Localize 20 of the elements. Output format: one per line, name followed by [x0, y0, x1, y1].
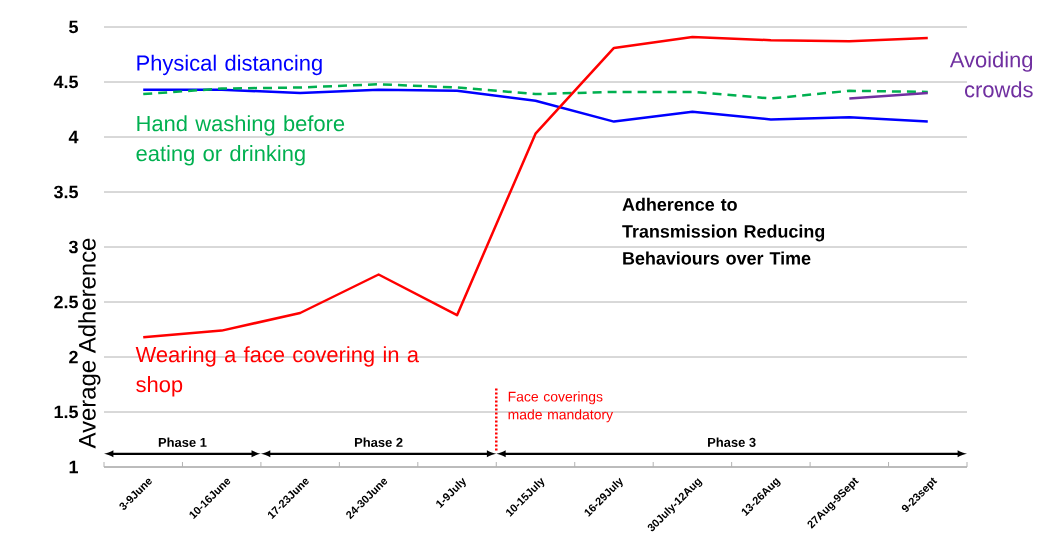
y-tick-label: 5	[69, 20, 78, 34]
ref-line-label: Face coverings made mandatory	[508, 391, 614, 423]
annotation: Phase 3	[708, 437, 756, 447]
y-tick-label: 2.5	[54, 295, 78, 309]
line-series	[141, 82, 930, 100]
annotation: Phase 1	[158, 437, 207, 447]
series-label: Hand washing before eating or drinking	[136, 115, 345, 166]
y-tick-label: 3	[68, 240, 78, 254]
series-label: Physical distancing	[137, 54, 322, 76]
y-tick-label: 2	[69, 350, 78, 364]
y-tick-label: 3.5	[53, 185, 78, 199]
y-tick-label: 1	[69, 460, 78, 474]
y-tick-label: 4.5	[53, 75, 78, 89]
y-axis-title: Average Adherence	[78, 238, 101, 449]
y-tick-label: 4	[68, 130, 79, 144]
y-tick-label: 1.5	[54, 405, 78, 419]
annotation: Phase 2	[354, 437, 403, 447]
series-label: Wearing a face covering in a shop	[135, 346, 419, 397]
series-label: Avoiding crowds	[949, 51, 1033, 98]
text: Adherence to Transmission Reducing Behaviours over Time	[622, 197, 825, 265]
